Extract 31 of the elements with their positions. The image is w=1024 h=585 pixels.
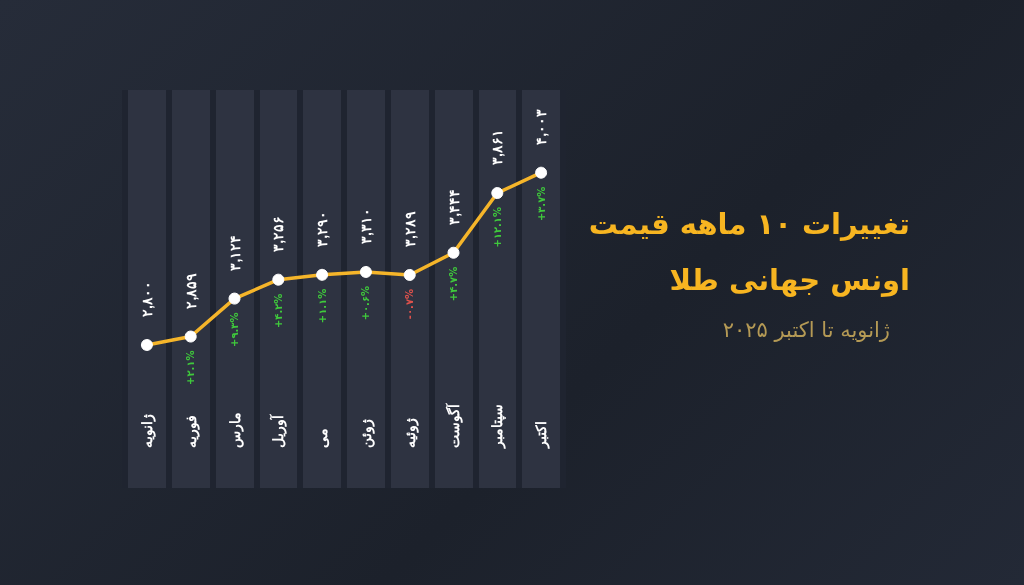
x-tick-label: مارس xyxy=(226,412,244,448)
x-tick-label: سپتامبر xyxy=(489,404,507,449)
data-label: ۳,۲۵۶ xyxy=(270,215,287,252)
annotation: +۱۲.۱% xyxy=(491,207,503,248)
x-tick-label: آگوست xyxy=(444,403,463,448)
x-tick-label: آوریل xyxy=(269,414,288,448)
data-label: ۲,۸۰۰ xyxy=(138,281,155,317)
annotation: +۳.۷% xyxy=(535,186,547,222)
x-tick-label: ژوئن xyxy=(357,419,375,448)
x-tick-label: اکتبر xyxy=(533,421,551,449)
data-label: ۳,۱۲۴ xyxy=(226,234,243,271)
text: ژانویه تا اکتبر ۲۰۲۵ xyxy=(721,318,890,342)
x-tick-label: فوریه xyxy=(182,415,200,448)
x-tick-label: می xyxy=(314,428,331,448)
annotation: -۰.۷% xyxy=(404,288,416,320)
x-tick-label: ژوئیه xyxy=(401,418,419,448)
data-label: ۳,۴۴۴ xyxy=(445,188,462,225)
annotation: +۰.۶% xyxy=(360,285,372,321)
data-label: ۴,۰۰۳ xyxy=(533,108,550,145)
annotation: +۱.۱% xyxy=(316,288,328,324)
data-label: ۳,۲۸۹ xyxy=(401,211,418,247)
data-label: ۳,۳۱۰ xyxy=(357,208,374,244)
annotation: +۲.۱% xyxy=(185,350,197,385)
x-tick-label: ژانویه xyxy=(138,414,156,448)
data-label: ۳,۲۹۰ xyxy=(314,210,331,247)
annotation: +۴.۷% xyxy=(448,266,459,302)
text: تغییرات ۱۰ ماهه قیمت اونس جهانی طلا xyxy=(588,207,910,297)
data-label: ۲,۸۵۹ xyxy=(182,272,199,309)
data-label: ۳,۸۶۱ xyxy=(489,129,506,166)
annotation: +۴.۲% xyxy=(272,293,284,329)
annotation: +۹.۳% xyxy=(229,312,240,347)
